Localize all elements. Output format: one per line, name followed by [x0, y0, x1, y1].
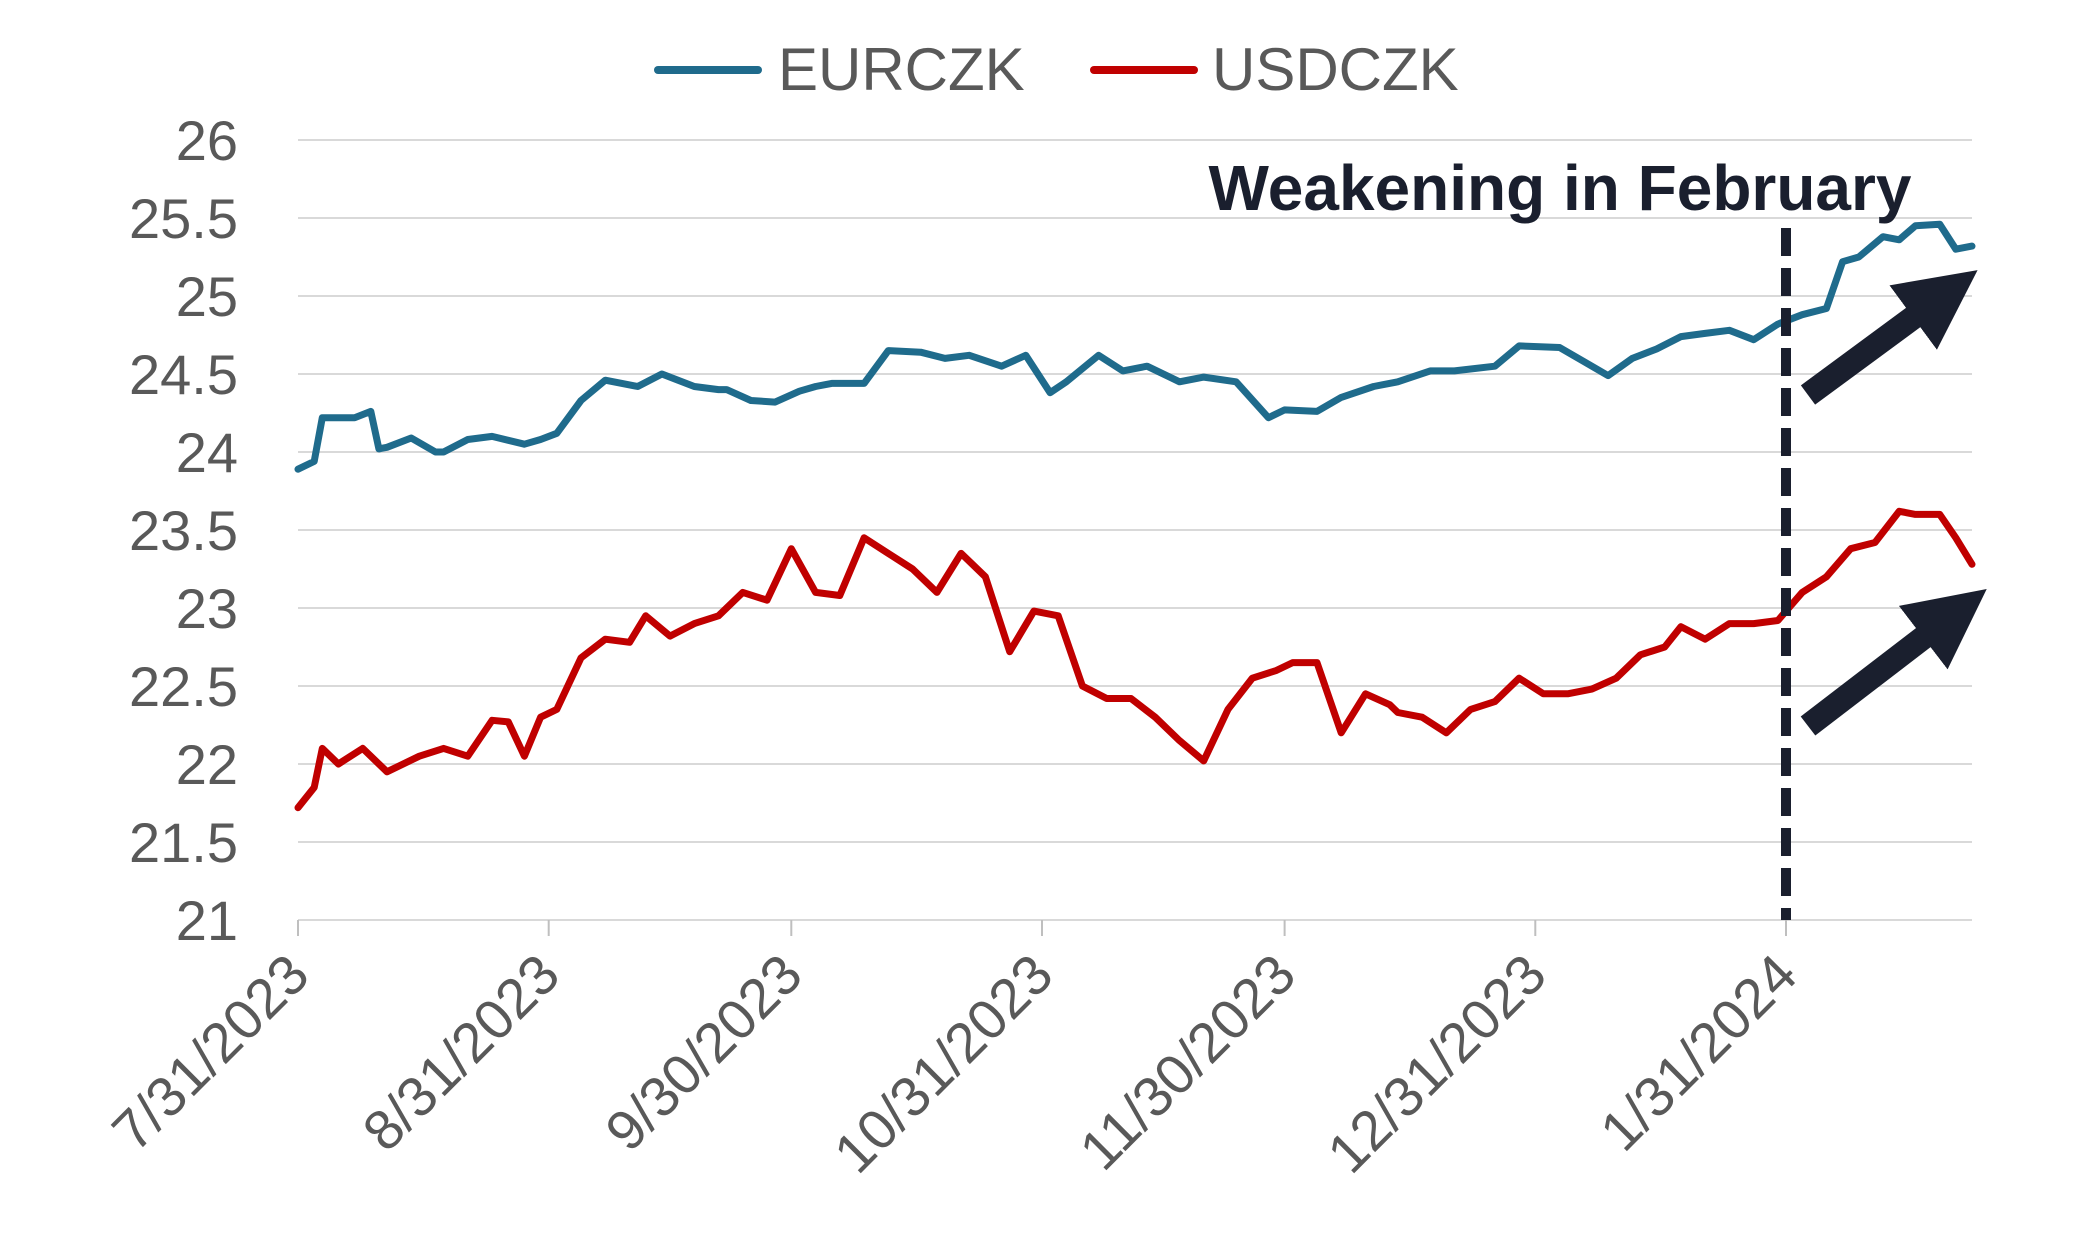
y-tick-label: 24.5 — [129, 343, 238, 406]
y-tick-label: 25.5 — [129, 187, 238, 250]
gridlines — [298, 139, 1972, 921]
y-tick-label: 24 — [176, 421, 238, 484]
x-tick-label: 1/31/2024 — [1588, 942, 1809, 1163]
x-tick-label: 11/30/2023 — [1067, 942, 1307, 1182]
x-tick-label: 7/31/2023 — [100, 942, 321, 1163]
annotation-text: Weakening in February — [1209, 152, 1912, 224]
x-tick-label: 8/31/2023 — [350, 942, 571, 1163]
eurczk-arrow-icon — [1800, 270, 1978, 405]
y-tick-label: 23 — [176, 577, 238, 640]
series-lines — [294, 220, 1976, 812]
y-tick-label: 26 — [176, 109, 238, 172]
x-tick-label: 10/31/2023 — [822, 942, 1065, 1185]
axes: 21 21.5 22 22.5 23 23.5 24 24.5 25 25.5 26 7/31/202… — [100, 109, 1972, 1185]
legend-label-usdczk: USDCZK — [1212, 36, 1459, 103]
y-tick-label: 21.5 — [129, 811, 238, 874]
x-tick-label: 9/30/2023 — [593, 942, 814, 1163]
x-tick-label: 12/31/2023 — [1315, 942, 1558, 1185]
y-tick-label: 22 — [176, 733, 238, 796]
y-tick-label: 23.5 — [129, 499, 238, 562]
usdczk-arrow-icon — [1800, 588, 1987, 736]
annotations: Weakening in February — [1209, 152, 1987, 920]
series-line-eurczk — [294, 220, 1976, 473]
y-tick-label: 25 — [176, 265, 238, 328]
legend-label-eurczk: EURCZK — [778, 36, 1025, 103]
series-line-usdczk — [294, 507, 1976, 812]
y-tick-label: 22.5 — [129, 655, 238, 718]
legend: EURCZK USDCZK — [654, 36, 1459, 103]
y-tick-label: 21 — [176, 889, 238, 952]
